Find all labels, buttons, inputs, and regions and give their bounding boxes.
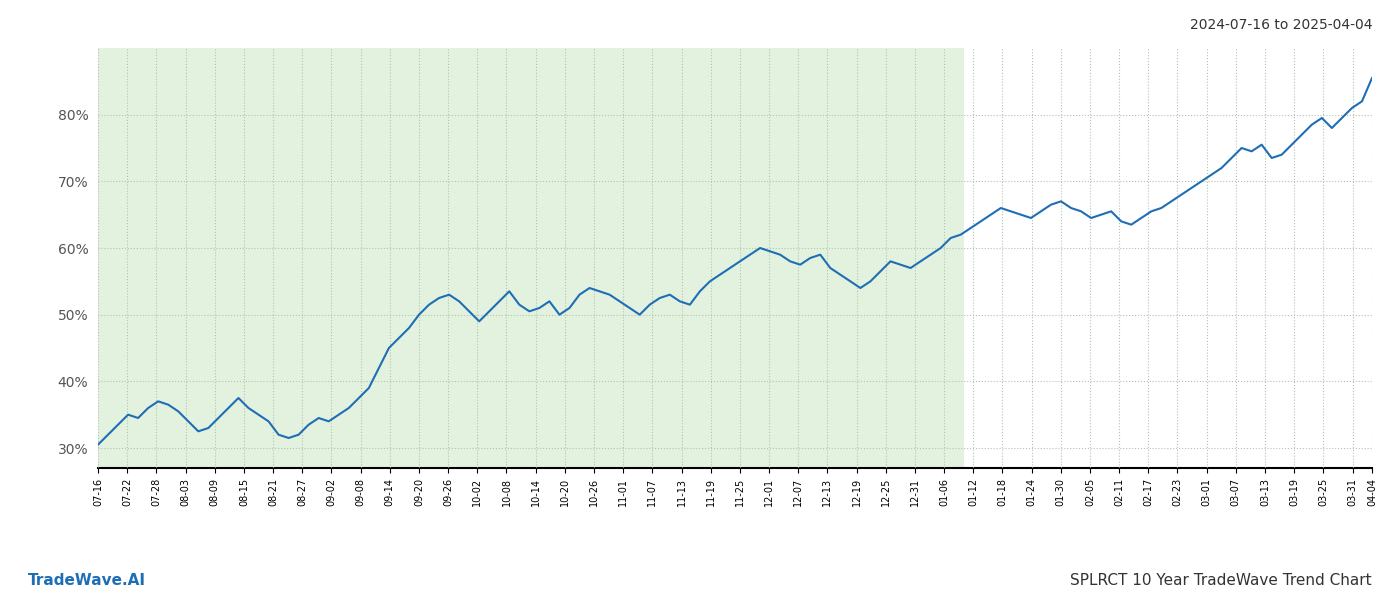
Text: TradeWave.AI: TradeWave.AI [28, 573, 146, 588]
Text: SPLRCT 10 Year TradeWave Trend Chart: SPLRCT 10 Year TradeWave Trend Chart [1071, 573, 1372, 588]
Text: 2024-07-16 to 2025-04-04: 2024-07-16 to 2025-04-04 [1190, 18, 1372, 32]
Bar [98, 48, 963, 468]
